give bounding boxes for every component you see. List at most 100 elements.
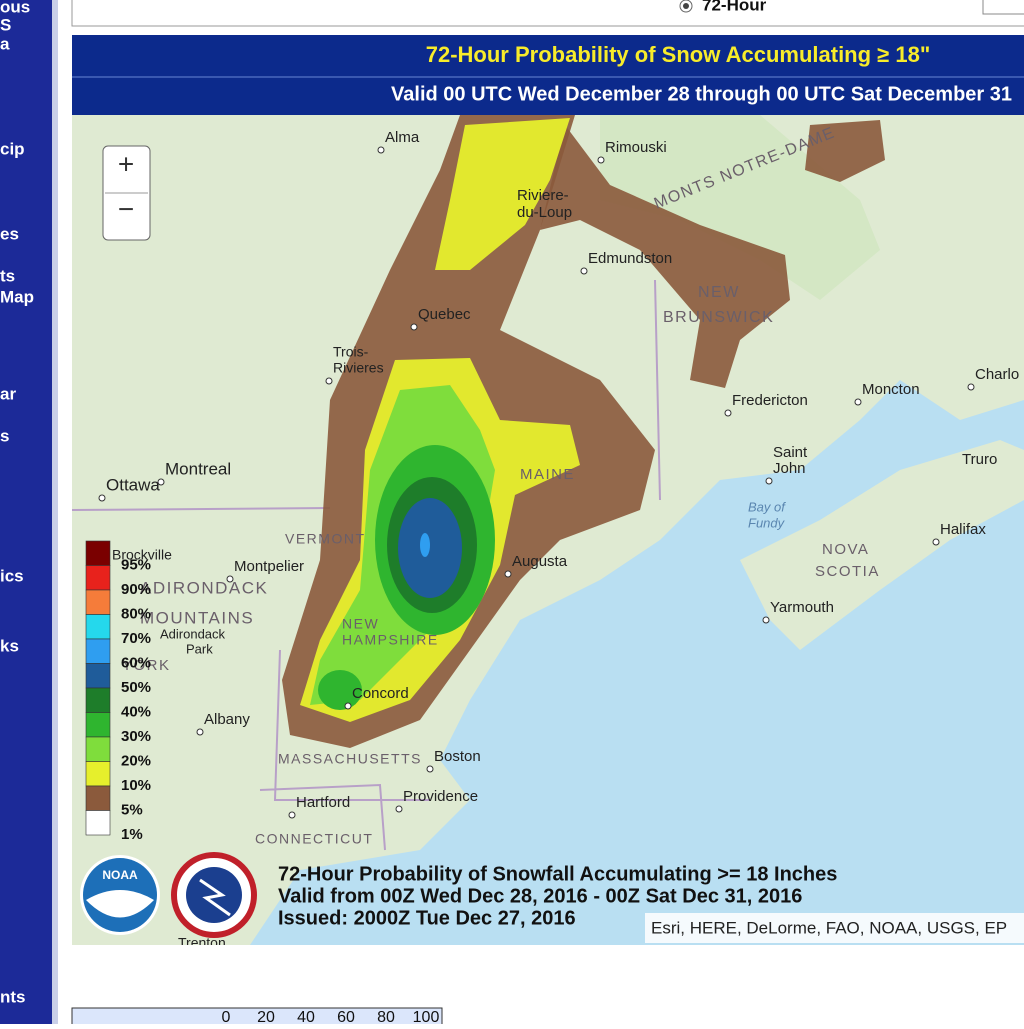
sidebar-item: nts (0, 987, 26, 1006)
place-label: Adirondack (160, 626, 226, 641)
place-dot (504, 570, 512, 578)
radio-dot (683, 3, 689, 9)
place-dot (597, 156, 605, 164)
place-dot (410, 323, 418, 331)
header (72, 35, 1024, 115)
legend-label: 70% (121, 630, 151, 647)
radio-label[interactable]: 72-Hour (702, 0, 767, 14)
place-label: Montpelier (234, 558, 304, 575)
place-dot (377, 146, 385, 154)
legend-swatch (85, 687, 111, 713)
place-label: Rimouski (605, 139, 667, 156)
legend-swatch (85, 712, 111, 738)
contour-20-south (318, 670, 362, 710)
place-label: Truro (962, 451, 997, 468)
place-dot (762, 616, 770, 624)
place-label: HAMPSHIRE (342, 632, 439, 648)
place-dot (395, 805, 403, 813)
place-label: Augusta (512, 553, 568, 570)
place-label: Fundy (748, 515, 786, 530)
scale-label: 20 (257, 1009, 275, 1024)
legend-label: 10% (121, 777, 151, 794)
place-dot (98, 494, 106, 502)
bottom-scale: 0 20 40 60 80 100 (222, 1009, 440, 1026)
scale-label: 60 (337, 1009, 355, 1024)
legend-label: 30% (121, 728, 151, 745)
legend-swatch (85, 565, 111, 591)
place-dot (157, 478, 165, 486)
place-label: du-Loup (517, 204, 572, 221)
legend-swatch (85, 736, 111, 762)
place-dot (932, 538, 940, 546)
sidebar-item: S (0, 15, 11, 34)
place-label: Fredericton (732, 392, 808, 409)
scale-label: 80 (377, 1009, 395, 1024)
sidebar-item: ks (0, 636, 19, 655)
place-label: NEW (698, 284, 740, 301)
sidebar-item: Map (0, 287, 34, 306)
caption-line: Issued: 2000Z Tue Dec 27, 2016 (278, 907, 576, 929)
place-label: Halifax (940, 521, 986, 538)
borders (72, 279, 661, 851)
contour-5-north (435, 118, 570, 270)
sidebar-item: a (0, 34, 10, 53)
place-label: Moncton (862, 381, 920, 398)
legend-swatch (85, 540, 111, 566)
legend-label: 20% (121, 752, 151, 769)
legend-label: 5% (121, 801, 143, 818)
zoom-out[interactable]: − (118, 193, 134, 224)
place-label: Saint (773, 444, 808, 461)
contour-40 (398, 498, 462, 598)
place-dot (724, 409, 732, 417)
legend-swatch (85, 589, 111, 615)
place-label: MASSACHUSETTS (278, 751, 422, 767)
place-label: Boston (434, 748, 481, 765)
legend-swatch (85, 761, 111, 787)
place-label: ADIRONDACK (140, 578, 268, 597)
legend-swatch (85, 663, 111, 689)
sidebar-item: cip (0, 139, 25, 158)
place-dot (426, 765, 434, 773)
place-label: VERMONT (285, 531, 366, 547)
place-label: Concord (352, 685, 409, 702)
legend-label: 60% (121, 654, 151, 671)
place-dot (854, 398, 862, 406)
place-label: BRUNSWICK (663, 309, 774, 326)
place-label: MAINE (520, 466, 575, 483)
noaa-logo-text: NOAA (102, 868, 138, 882)
contour-1-branch (540, 125, 790, 388)
place-label: Yarmouth (770, 599, 834, 616)
legend-label: 40% (121, 703, 151, 720)
place-dot (580, 267, 588, 275)
place-label: CONNECTICUT (255, 831, 373, 847)
legend-swatch (85, 810, 111, 836)
legend: 95% 90% 80% 70% 60% 50% 40% 30% 20% 10% 5% 1% (85, 540, 151, 843)
legend-label: 50% (121, 679, 151, 696)
caption-line: Valid from 00Z Wed Dec 28, 2016 - 00Z Sa… (278, 885, 802, 907)
caption: 72-Hour Probability of Snowfall Accumula… (278, 863, 837, 929)
sidebar-item: ts (0, 266, 15, 285)
place-label: Ottawa (106, 475, 160, 494)
sidebar (0, 0, 52, 1024)
place-label: John (773, 460, 806, 477)
place-dot (967, 383, 975, 391)
land-nova-scotia (740, 440, 1024, 650)
place-label: Bay of (748, 499, 786, 514)
legend-swatch (85, 638, 111, 664)
scale-label: 0 (222, 1009, 231, 1024)
place-label: SCOTIA (815, 563, 880, 580)
place-label: Riviere- (517, 187, 569, 204)
place-dot (196, 728, 204, 736)
legend-label: 90% (121, 581, 151, 598)
place-label: NOVA (822, 541, 869, 558)
place-label: Charlo (975, 366, 1019, 383)
sidebar-border (52, 0, 58, 1024)
legend-label: 80% (121, 605, 151, 622)
header-divider (72, 76, 1024, 78)
zoom-in[interactable]: + (118, 148, 134, 179)
legend-swatch (85, 785, 111, 811)
